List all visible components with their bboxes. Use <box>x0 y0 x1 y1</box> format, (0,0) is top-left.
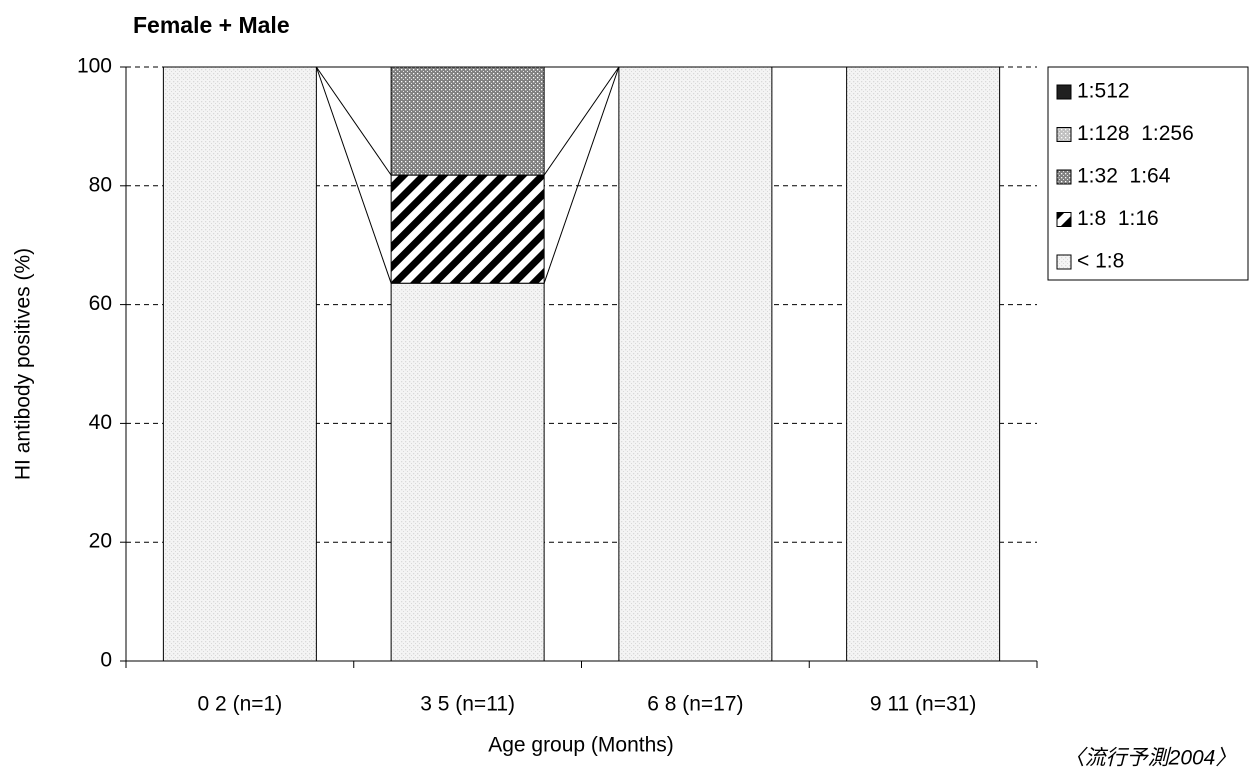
legend-label: 1:128 1:256 <box>1077 122 1194 145</box>
y-tick-label: 100 <box>77 55 112 78</box>
x-tick-label: 3 5 (n=11) <box>420 693 515 716</box>
y-tick-label: 0 <box>100 649 112 672</box>
annotation: 〈流行予測2004〉 <box>1064 747 1237 770</box>
chart-title: Female + Male <box>133 12 290 38</box>
legend-swatch <box>1056 84 1072 100</box>
bar-segment <box>162 66 317 662</box>
series-line <box>315 66 392 176</box>
x-tick-label: 6 8 (n=17) <box>647 693 743 716</box>
legend-label: 1:8 1:16 <box>1077 207 1159 230</box>
y-tick-label: 60 <box>89 292 112 315</box>
bar-segment <box>390 174 545 284</box>
legend-label: < 1:8 <box>1077 250 1124 273</box>
y-tick-label: 20 <box>89 530 112 553</box>
y-axis-label: HI antibody positives (%) <box>12 248 35 480</box>
legend-box <box>1047 66 1249 281</box>
legend-label: 1:32 1:64 <box>1077 165 1171 188</box>
series-line <box>543 66 620 284</box>
bar-segment <box>618 66 773 662</box>
x-axis-label: Age group (Months) <box>488 734 674 757</box>
legend-swatch <box>1056 254 1072 270</box>
x-tick-label: 0 2 (n=1) <box>198 693 283 716</box>
series-line <box>543 66 620 176</box>
legend-swatch <box>1056 127 1072 142</box>
bar-segment <box>846 66 1001 662</box>
series-line <box>315 66 392 284</box>
y-tick-label: 80 <box>89 173 112 196</box>
legend-label: 1:512 <box>1077 80 1130 103</box>
bar-segment <box>390 282 545 662</box>
bar-segment <box>390 66 545 176</box>
y-tick-label: 40 <box>89 411 112 434</box>
legend-swatch <box>1056 212 1072 227</box>
legend-swatch <box>1056 169 1072 185</box>
x-tick-label: 9 11 (n=31) <box>870 693 976 716</box>
